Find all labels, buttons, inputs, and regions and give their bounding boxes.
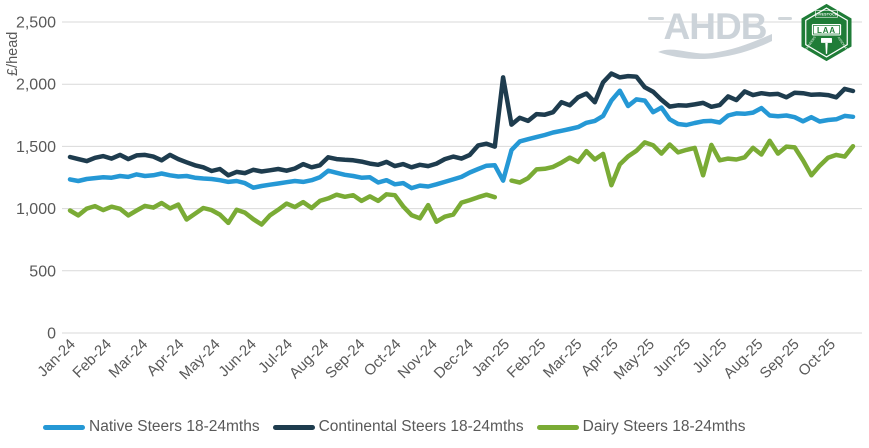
x-axis-tick-label: Jan-24 — [34, 336, 78, 380]
x-axis-tick-label: Aug-25 — [720, 336, 766, 382]
legend-label-native-steers: Native Steers 18-24mths — [89, 418, 260, 435]
x-axis-tick-label: Feb-24 — [69, 336, 115, 382]
x-axis-tick-label: Jun-25 — [650, 336, 694, 380]
ahdb-logo: AHDB — [658, 6, 772, 60]
laa-gavel-handle-icon — [825, 42, 828, 54]
laa-top-box — [815, 10, 838, 18]
x-axis-tick-label: Feb-25 — [504, 336, 550, 382]
x-axis-tick-label: Sep-25 — [757, 336, 803, 382]
y-axis-tick-label: 1,000 — [16, 201, 56, 218]
y-axis-tick-label: 2,500 — [16, 15, 56, 32]
x-axis-tick-label: May-24 — [176, 336, 223, 383]
x-axis-tick-label: Jun-24 — [215, 336, 259, 380]
x-axis-tick-label: Sep-24 — [322, 336, 368, 382]
legend-item-dairy-steers: Dairy Steers 18-24mths — [536, 417, 746, 437]
laa-gavel-icon — [821, 37, 832, 43]
legend-swatch-dairy-steers — [536, 424, 579, 430]
series-line-continental-steers-18-24mths — [67, 71, 856, 178]
laa-inner-hexagon-icon — [805, 7, 848, 58]
x-axis: Jan-24Feb-24Mar-24Apr-24May-24Jun-24Jul-… — [34, 336, 839, 383]
x-axis-tick-label: Mar-25 — [540, 336, 586, 382]
logo-divider-dash-left — [648, 17, 664, 20]
x-axis-tick-label: May-25 — [611, 336, 658, 383]
x-axis-tick-label: Jan-25 — [469, 336, 513, 380]
legend-item-native-steers: Native Steers 18-24mths — [43, 417, 260, 437]
laa-logo: LIVESTOCK LAA AUCTIONEERS ASSOCIATION — [800, 3, 853, 62]
y-axis: 0 500 1,000 1,500 2,000 2,500 — [16, 15, 862, 343]
laa-top-label: LIVESTOCK — [815, 13, 838, 17]
series-line-native-steers-18-24mths — [67, 88, 856, 191]
x-axis-tick-label: Dec-24 — [431, 336, 477, 382]
ahdb-logo-text: AHDB — [664, 6, 767, 47]
legend-label-continental-steers: Continental Steers 18-24mths — [318, 418, 524, 435]
y-axis-tick-label: 2,000 — [16, 77, 56, 94]
x-axis-tick-label: Aug-24 — [286, 336, 332, 382]
laa-center-box — [811, 23, 842, 36]
logo-divider-dash-right — [778, 17, 792, 20]
chart-legend: Native Steers 18-24mths Continental Stee… — [43, 417, 745, 437]
x-axis-tick-label: Nov-24 — [395, 336, 441, 382]
series-line-dairy-steers-18-24mths — [67, 138, 856, 227]
y-axis-tick-label: 500 — [29, 263, 56, 280]
legend-swatch-native-steers — [43, 424, 85, 430]
y-axis-title: £/head — [5, 32, 21, 76]
legend-swatch-continental-steers — [272, 424, 315, 430]
x-axis-tick-label: Mar-24 — [106, 336, 152, 382]
y-axis-tick-label: 1,500 — [16, 139, 56, 156]
laa-center-box-border — [813, 25, 840, 35]
y-axis-tick-label: 0 — [47, 326, 56, 343]
legend-item-continental-steers: Continental Steers 18-24mths — [272, 417, 524, 437]
x-axis-tick-label: Oct-25 — [795, 336, 839, 380]
legend-label-dairy-steers: Dairy Steers 18-24mths — [582, 418, 746, 435]
ahdb-logo-swoosh-icon — [658, 34, 772, 60]
laa-center-label: LAA — [817, 26, 836, 35]
